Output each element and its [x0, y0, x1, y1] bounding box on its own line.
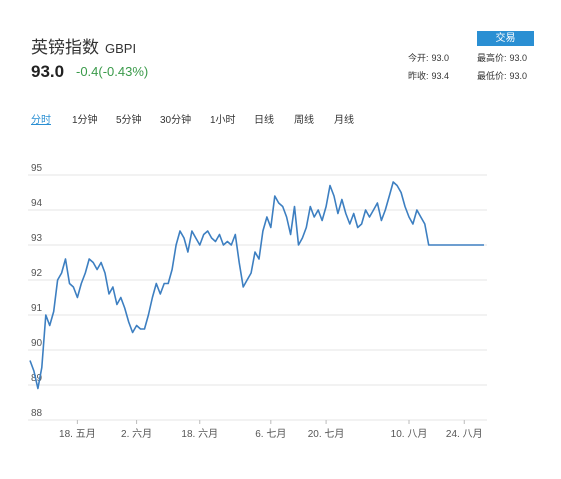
tab-1min[interactable]: 1分钟 [72, 115, 98, 126]
y-tick-label: 95 [31, 163, 43, 174]
grid-lines [28, 174, 487, 421]
stat-prev-close-label: 昨收: [408, 71, 429, 81]
price-line-chart: 88 89 90 91 92 93 94 95 18. 五月 2. 六月 18. 六月 6. 七月 2… [28, 163, 487, 440]
tab-intraday[interactable]: 分时 [31, 115, 51, 126]
x-tick-label: 10. 八月 [391, 428, 428, 440]
stat-prev-close-value: 93.4 [431, 71, 450, 81]
y-tick-label: 92 [31, 268, 43, 279]
instrument-name: 英镑指数 [31, 38, 99, 57]
x-tick-label: 18. 六月 [181, 428, 218, 440]
tab-daily[interactable]: 日线 [254, 115, 274, 126]
y-axis-labels: 88 89 90 91 92 93 94 95 [31, 163, 43, 419]
x-tick-label: 24. 八月 [446, 428, 483, 440]
tab-monthly[interactable]: 月线 [334, 115, 354, 126]
trade-button[interactable]: 交易 [477, 31, 534, 46]
y-tick-label: 91 [31, 303, 43, 314]
stat-high: 最高价: 93.0 [477, 51, 527, 64]
stat-open-value: 93.0 [431, 53, 450, 63]
y-tick-label: 88 [31, 408, 43, 419]
y-tick-label: 94 [31, 198, 43, 209]
y-tick-label: 90 [31, 338, 43, 349]
x-tick-label: 6. 七月 [255, 428, 286, 440]
y-tick-label: 93 [31, 233, 43, 244]
y-tick-label: 89 [31, 373, 43, 384]
tab-5min[interactable]: 5分钟 [116, 115, 142, 126]
stat-open: 今开: 93.0 [408, 51, 449, 64]
current-price: 93.0 [31, 62, 65, 81]
x-tick-label: 20. 七月 [308, 428, 345, 440]
x-tick-label: 2. 六月 [121, 428, 152, 440]
price-change: -0.4(-0.43%) [76, 64, 149, 79]
quote-header: 英镑指数 GBPI 93.0 -0.4(-0.43%) 交易 今开: 93.0 最高… [0, 0, 561, 100]
stat-high-label: 最高价: [477, 53, 507, 63]
stat-high-value: 93.0 [509, 53, 528, 63]
tab-1hour[interactable]: 1小时 [210, 115, 236, 126]
stat-open-label: 今开: [408, 53, 429, 63]
stat-low-value: 93.0 [509, 71, 528, 81]
x-tick-label: 18. 五月 [59, 428, 96, 440]
x-axis-labels: 18. 五月 2. 六月 18. 六月 6. 七月 20. 七月 10. 八月 24. 八月 [59, 420, 483, 440]
tab-weekly[interactable]: 周线 [294, 115, 314, 126]
instrument-code: GBPI [105, 41, 137, 56]
tab-30min[interactable]: 30分钟 [160, 115, 192, 126]
series-line [29, 181, 484, 390]
instrument-title: 英镑指数 GBPI [31, 33, 136, 58]
stat-low-label: 最低价: [477, 71, 507, 81]
stat-low: 最低价: 93.0 [477, 69, 527, 82]
stat-prev-close: 昨收: 93.4 [408, 69, 449, 82]
